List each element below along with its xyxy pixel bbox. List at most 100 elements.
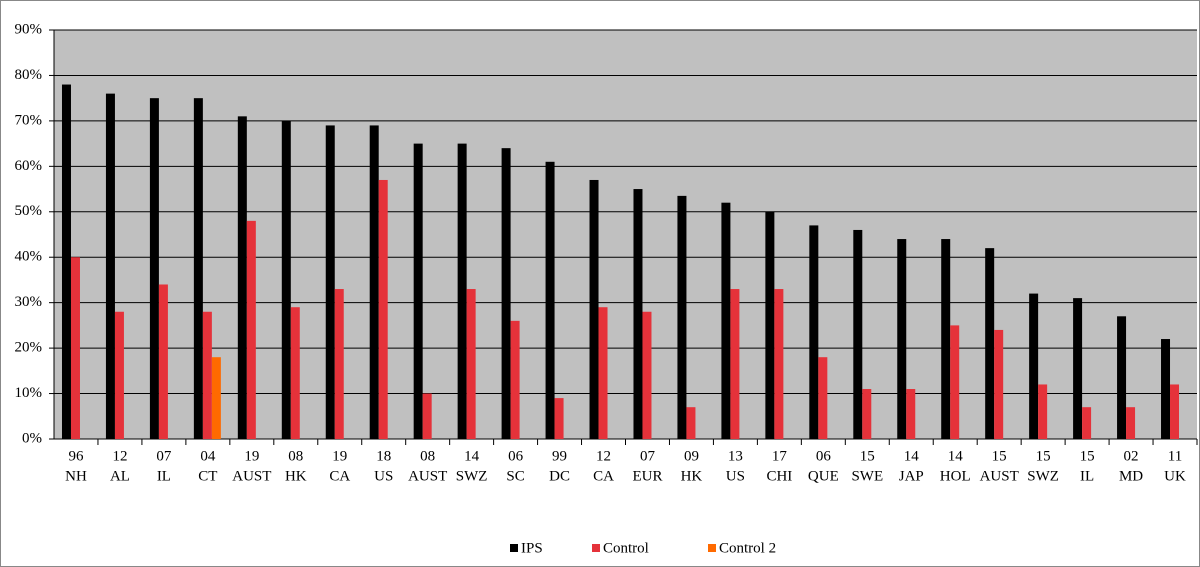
bar bbox=[193, 98, 203, 440]
x-tick-label: 19 bbox=[244, 448, 259, 464]
bar bbox=[554, 398, 564, 439]
y-tick-label: 0% bbox=[22, 430, 42, 446]
bar bbox=[334, 289, 344, 439]
y-tick-label: 40% bbox=[15, 249, 43, 265]
x-tick-label: 15 bbox=[992, 448, 1007, 464]
bar bbox=[862, 389, 872, 439]
legend-marker bbox=[592, 544, 600, 552]
y-tick-label: 10% bbox=[15, 385, 43, 401]
y-tick-label: 70% bbox=[15, 112, 43, 128]
x-tick-label: 19 bbox=[332, 448, 347, 464]
bar bbox=[818, 357, 828, 439]
x-tick-label: 12 bbox=[112, 448, 127, 464]
bar bbox=[237, 116, 247, 439]
bar bbox=[61, 84, 71, 440]
bar bbox=[1170, 384, 1180, 439]
bar bbox=[642, 311, 652, 439]
bar bbox=[211, 357, 221, 439]
bar bbox=[501, 148, 511, 439]
bar bbox=[897, 239, 907, 439]
x-tick-label: HK bbox=[681, 468, 703, 484]
y-tick-label: 60% bbox=[15, 158, 43, 174]
bar bbox=[994, 329, 1004, 439]
x-tick-label: 15 bbox=[1080, 448, 1095, 464]
bar bbox=[158, 284, 168, 439]
bar bbox=[149, 98, 159, 440]
legend-label: Control 2 bbox=[719, 540, 776, 556]
x-tick-label: AUST bbox=[232, 468, 271, 484]
x-tick-label: 99 bbox=[552, 448, 567, 464]
y-tick-label: 20% bbox=[15, 340, 43, 356]
bar bbox=[950, 325, 960, 439]
bar bbox=[1038, 384, 1048, 439]
x-tick-label: SWE bbox=[851, 468, 883, 484]
x-tick-label: EUR bbox=[632, 468, 662, 484]
y-tick-label: 80% bbox=[15, 67, 43, 83]
bar bbox=[633, 189, 643, 439]
bar bbox=[721, 202, 731, 439]
x-tick-label: 13 bbox=[728, 448, 743, 464]
bar bbox=[853, 229, 863, 439]
x-tick-label: 96 bbox=[68, 448, 84, 464]
bar bbox=[809, 225, 819, 439]
x-tick-label: CHI bbox=[766, 468, 792, 484]
x-tick-label: 18 bbox=[376, 448, 391, 464]
bar bbox=[1161, 339, 1171, 439]
x-tick-label: UK bbox=[1164, 468, 1186, 484]
x-tick-label: 06 bbox=[816, 448, 832, 464]
bar bbox=[1029, 293, 1039, 439]
x-tick-label: SC bbox=[506, 468, 524, 484]
y-tick-label: 50% bbox=[15, 203, 43, 219]
bar bbox=[413, 143, 423, 439]
x-tick-label: US bbox=[374, 468, 393, 484]
bar bbox=[1117, 316, 1127, 439]
bar bbox=[774, 289, 784, 439]
x-tick-label: DC bbox=[549, 468, 570, 484]
bar bbox=[510, 320, 520, 439]
bar bbox=[70, 257, 80, 439]
bar bbox=[730, 289, 740, 439]
bar bbox=[422, 393, 432, 439]
x-tick-label: 02 bbox=[1124, 448, 1139, 464]
bar bbox=[598, 307, 608, 439]
bar bbox=[457, 143, 467, 439]
x-tick-label: 09 bbox=[684, 448, 699, 464]
x-tick-label: NH bbox=[65, 468, 87, 484]
y-tick-label: 90% bbox=[15, 21, 43, 37]
bar bbox=[466, 289, 476, 439]
bar bbox=[941, 239, 951, 439]
bar bbox=[202, 311, 212, 439]
x-tick-label: 07 bbox=[156, 448, 172, 464]
plot-area bbox=[54, 30, 1197, 439]
x-tick-label: CA bbox=[593, 468, 614, 484]
x-tick-label: 12 bbox=[596, 448, 611, 464]
x-tick-label: SWZ bbox=[456, 468, 488, 484]
x-tick-label: 14 bbox=[904, 448, 920, 464]
x-tick-label: IL bbox=[157, 468, 171, 484]
x-tick-label: 04 bbox=[200, 448, 216, 464]
bar bbox=[545, 161, 555, 440]
bar bbox=[686, 407, 696, 439]
bar bbox=[1126, 407, 1136, 439]
bar bbox=[369, 125, 379, 439]
bar bbox=[906, 389, 916, 439]
x-tick-label: 08 bbox=[288, 448, 303, 464]
x-tick-label: 15 bbox=[1036, 448, 1051, 464]
x-tick-label: 14 bbox=[464, 448, 480, 464]
bar bbox=[105, 93, 115, 439]
x-tick-label: 14 bbox=[948, 448, 964, 464]
bar bbox=[246, 220, 256, 439]
x-tick-label: SWZ bbox=[1027, 468, 1059, 484]
legend-marker bbox=[708, 544, 716, 552]
x-tick-label: QUE bbox=[808, 468, 839, 484]
x-tick-label: 07 bbox=[640, 448, 656, 464]
x-tick-label: IL bbox=[1080, 468, 1094, 484]
x-tick-label: MD bbox=[1119, 468, 1143, 484]
x-tick-label: HK bbox=[285, 468, 307, 484]
bar bbox=[325, 125, 335, 439]
bar bbox=[985, 248, 995, 439]
bar bbox=[1082, 407, 1092, 439]
bar bbox=[1073, 298, 1083, 439]
x-tick-label: HOL bbox=[940, 468, 971, 484]
